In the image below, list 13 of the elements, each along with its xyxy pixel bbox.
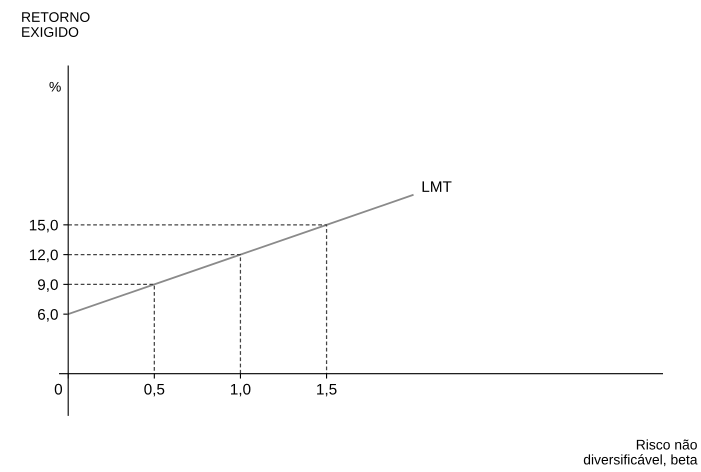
y-tick-label: 15,0 bbox=[30, 220, 58, 232]
y-tick-label: 9,0 bbox=[38, 279, 58, 292]
x-axis-title: Risco não diversificável, beta bbox=[584, 439, 698, 466]
series-label: LMT bbox=[422, 181, 452, 192]
x-tick-label: 1,0 bbox=[230, 384, 250, 396]
annotation: % bbox=[49, 82, 61, 92]
y-axis-title: RETORNO EXIGIDO bbox=[22, 12, 90, 37]
line-series bbox=[67, 194, 414, 316]
x-tick-label: 0 bbox=[54, 384, 62, 395]
x-tick-label: 1,5 bbox=[317, 384, 337, 396]
x-tick-label: 0,5 bbox=[144, 384, 164, 396]
y-tick-label: 12,0 bbox=[30, 249, 58, 262]
y-tick-label: 6,0 bbox=[38, 309, 58, 322]
